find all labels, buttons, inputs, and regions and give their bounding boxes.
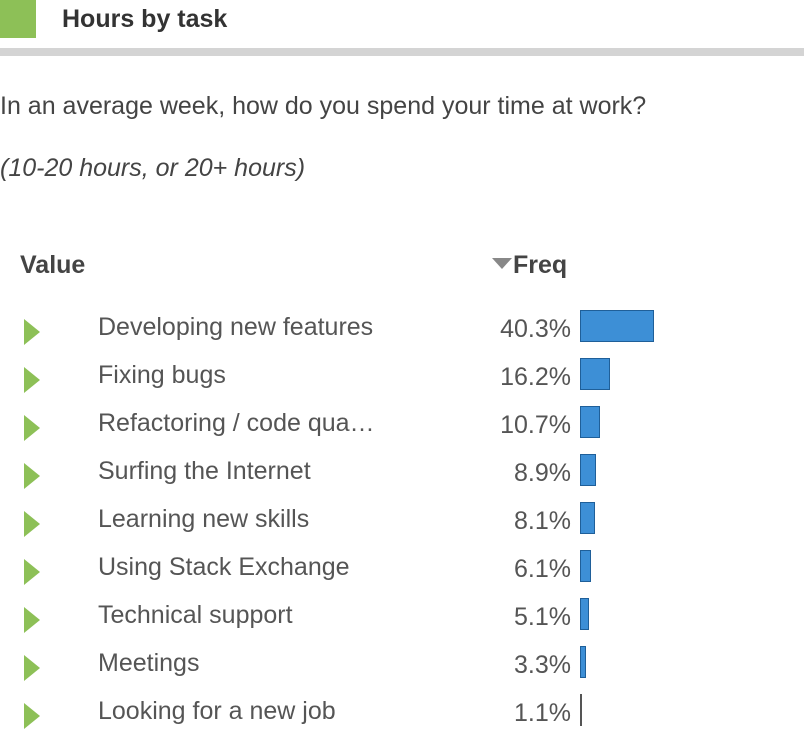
- freq-bar: [580, 502, 595, 534]
- table-row: Technical support 5.1%: [0, 591, 804, 639]
- row-label: Technical support: [98, 601, 293, 629]
- freq-bar: [580, 550, 591, 582]
- row-freq: 40.3%: [500, 315, 571, 343]
- row-freq: 1.1%: [514, 699, 571, 727]
- row-freq: 3.3%: [514, 651, 571, 679]
- freq-bar: [580, 598, 589, 630]
- row-label: Developing new features: [98, 313, 374, 341]
- row-freq: 10.7%: [500, 411, 571, 439]
- freq-bar: [580, 454, 596, 486]
- row-label: Meetings: [98, 649, 200, 677]
- row-freq: 6.1%: [514, 555, 571, 583]
- column-header-freq[interactable]: Freq: [492, 249, 567, 281]
- section-header: Hours by task: [0, 0, 804, 50]
- sort-descending-icon[interactable]: [492, 257, 512, 269]
- freq-bar: [580, 310, 654, 342]
- section-title: Hours by task: [62, 5, 228, 33]
- freq-bar: [580, 406, 600, 438]
- expand-arrow-icon[interactable]: [24, 367, 40, 393]
- table-row: Meetings 3.3%: [0, 639, 804, 687]
- expand-arrow-icon[interactable]: [24, 463, 40, 489]
- table-row: Refactoring / code qua… 10.7%: [0, 399, 804, 447]
- expand-arrow-icon[interactable]: [24, 319, 40, 345]
- row-label: Surfing the Internet: [98, 457, 311, 485]
- expand-arrow-icon[interactable]: [24, 655, 40, 681]
- expand-arrow-icon[interactable]: [24, 559, 40, 585]
- row-label: Fixing bugs: [98, 361, 226, 389]
- row-label: Using Stack Exchange: [98, 553, 350, 581]
- row-freq: 5.1%: [514, 603, 571, 631]
- table-row: Developing new features 40.3%: [0, 303, 804, 351]
- table-row: Using Stack Exchange 6.1%: [0, 543, 804, 591]
- expand-arrow-icon[interactable]: [24, 415, 40, 441]
- row-freq: 8.9%: [514, 459, 571, 487]
- table-row: Fixing bugs 16.2%: [0, 351, 804, 399]
- table-row: Learning new skills 8.1%: [0, 495, 804, 543]
- column-header-value[interactable]: Value: [20, 251, 86, 279]
- expand-arrow-icon[interactable]: [24, 511, 40, 537]
- question-subnote: (10-20 hours, or 20+ hours): [0, 154, 306, 182]
- row-freq: 8.1%: [514, 507, 571, 535]
- row-label: Learning new skills: [98, 505, 310, 533]
- row-label: Looking for a new job: [98, 697, 336, 725]
- expand-arrow-icon[interactable]: [24, 607, 40, 633]
- expand-arrow-icon[interactable]: [24, 703, 40, 729]
- row-freq: 16.2%: [500, 363, 571, 391]
- freq-bar: [580, 694, 582, 726]
- row-label: Refactoring / code qua…: [98, 409, 375, 437]
- header-divider: [0, 48, 804, 56]
- table-row: Looking for a new job 1.1%: [0, 687, 804, 735]
- freq-bar: [580, 646, 586, 678]
- table-row: Surfing the Internet 8.9%: [0, 447, 804, 495]
- freq-bar: [580, 358, 610, 390]
- column-header-freq-label: Freq: [513, 251, 568, 279]
- header-accent: [0, 0, 36, 38]
- question-text: In an average week, how do you spend you…: [0, 92, 647, 120]
